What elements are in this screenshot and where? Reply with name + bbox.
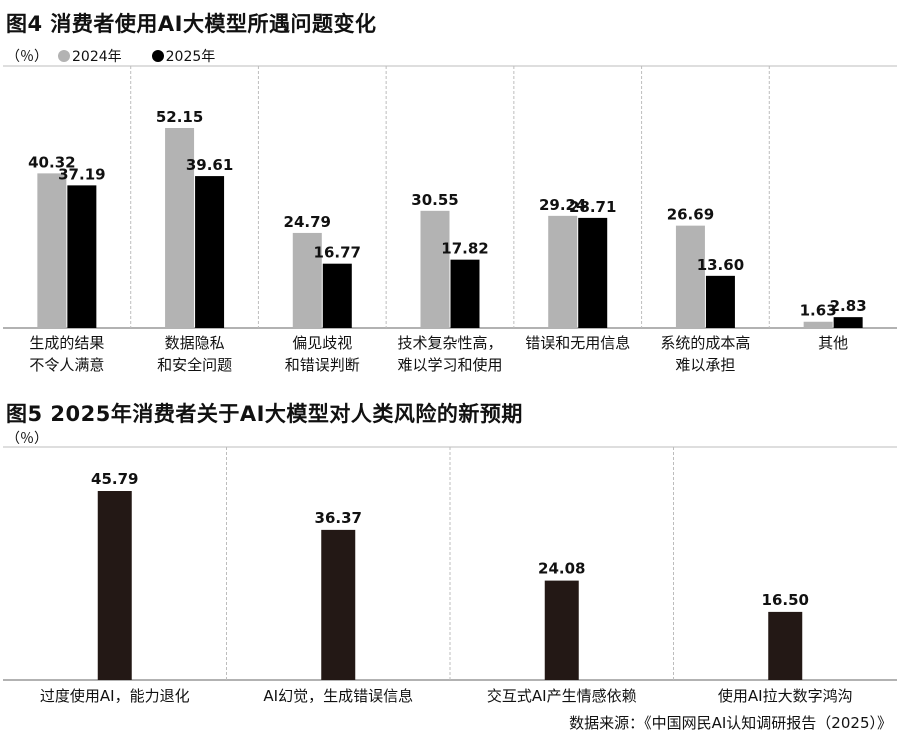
fig5-bar <box>97 491 132 680</box>
figure5-unit: （％） <box>6 431 48 447</box>
fig4-bar-2024 <box>803 321 833 328</box>
fig4-bar-2025 <box>578 217 608 328</box>
fig4-value-label: 28.71 <box>569 198 616 216</box>
figure5-chart: 45.79 过度使用AI，能力退化 36.37 AI幻觉，生成错误信息 24.08 交互式… <box>3 446 897 705</box>
legend-item-2025: 2025年 <box>151 46 216 66</box>
fig4-value-label: 24.79 <box>284 213 331 231</box>
legend-label-2025: 2025年 <box>165 49 216 65</box>
fig5-value-label: 24.08 <box>538 560 585 578</box>
fig4-value-label: 16.77 <box>314 244 361 262</box>
fig5-bar <box>321 529 356 680</box>
fig4-category-label: 生成的结果 <box>29 334 104 352</box>
legend-swatch-2025 <box>151 50 164 62</box>
fig4-bar-2024 <box>548 215 578 328</box>
fig5-value-label: 16.50 <box>762 591 809 609</box>
fig5-value-label: 45.79 <box>91 470 138 488</box>
fig4-category-label: 错误和无用信息 <box>525 334 630 352</box>
fig4-category-label: 难以承担 <box>675 356 735 374</box>
fig4-bar-2025 <box>450 259 480 328</box>
fig4-value-label: 30.55 <box>411 191 458 209</box>
fig4-category-label: 系统的成本高 <box>660 334 750 352</box>
fig4-category-label: 不令人满意 <box>29 356 104 374</box>
fig5-bar <box>768 611 803 680</box>
fig5-category-label: 使用AI拉大数字鸿沟 <box>718 687 853 705</box>
fig4-category-label: 难以学习和使用 <box>397 356 502 374</box>
fig4-bar-2024 <box>292 232 322 328</box>
fig4-bar-2024 <box>675 225 705 328</box>
fig4-value-label: 2.83 <box>830 297 867 315</box>
fig4-category-label: 技术复杂性高， <box>397 334 502 352</box>
figure4-unit: （％） <box>6 49 48 65</box>
fig4-category-label: 偏见歧视 <box>292 334 352 352</box>
fig4-value-label: 29.24 <box>539 196 586 214</box>
legend-item-2024: 2024年 <box>58 46 122 66</box>
source-note: 数据来源：《中国网民AI认知调研报告（2025）》 <box>569 714 892 732</box>
fig4-value-label: 13.60 <box>697 256 744 274</box>
fig4-value-label: 26.69 <box>667 206 714 224</box>
fig4-category-label: 和错误判断 <box>285 356 360 374</box>
fig5-category-label: 交互式AI产生情感依赖 <box>487 687 637 705</box>
legend-label-2024: 2024年 <box>72 49 122 65</box>
figure4-title: 图4 消费者使用AI大模型所遇问题变化 <box>6 12 377 36</box>
fig5-value-label: 36.37 <box>315 509 362 527</box>
fig4-bar-2025 <box>705 275 735 328</box>
fig4-value-label: 1.63 <box>800 302 837 320</box>
fig4-value-label: 37.19 <box>58 165 105 183</box>
fig4-category-label: 和安全问题 <box>157 356 232 374</box>
figure5-title: 图5 2025年消费者关于AI大模型对人类风险的新预期 <box>6 402 523 426</box>
fig5-category-label: AI幻觉，生成错误信息 <box>263 687 413 705</box>
fig4-value-label: 17.82 <box>441 240 488 258</box>
fig4-bar-2024 <box>37 173 67 328</box>
fig4-bar-2024 <box>165 128 195 328</box>
legend-swatch-2024 <box>58 50 70 62</box>
fig4-bar-2025 <box>833 317 863 328</box>
fig4-bar-2025 <box>322 263 352 328</box>
fig4-bar-2025 <box>195 176 225 328</box>
fig4-category-label: 数据隐私 <box>165 334 225 352</box>
fig4-category-label: 其他 <box>818 334 848 352</box>
fig5-category-label: 过度使用AI，能力退化 <box>40 687 190 705</box>
fig5-bar <box>544 580 579 680</box>
fig4-value-label: 40.32 <box>28 153 75 171</box>
fig4-bar-2024 <box>420 210 450 328</box>
fig4-value-label: 39.61 <box>186 156 233 174</box>
fig4-bar-2025 <box>67 185 97 328</box>
figure4-legend: 2024年 2025年 <box>58 46 215 66</box>
fig4-value-label: 52.15 <box>156 108 203 126</box>
